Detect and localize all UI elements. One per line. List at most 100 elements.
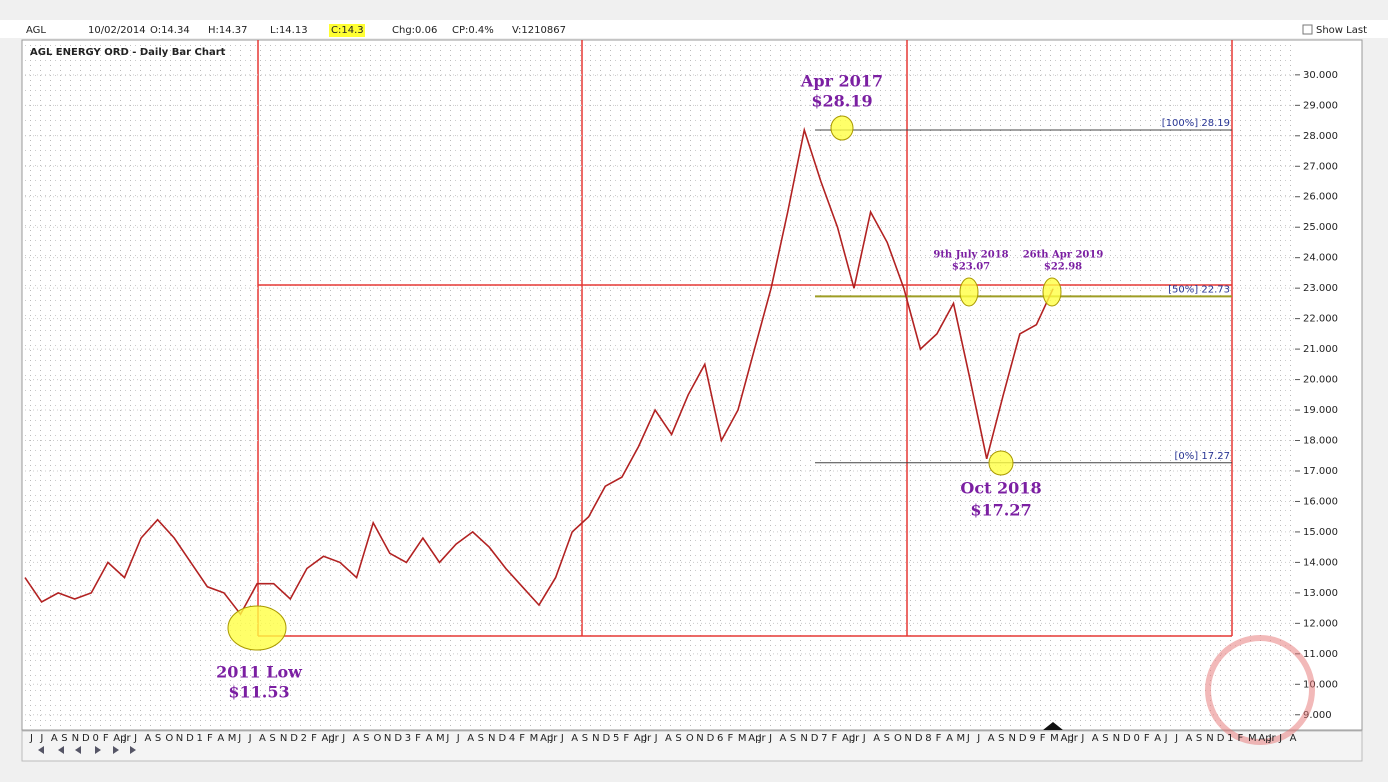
annotation: 26th Apr 2019 xyxy=(1023,250,1104,261)
y-tick-label: 26.000 xyxy=(1303,192,1338,203)
x-tick-label: J xyxy=(331,733,335,744)
red-frame xyxy=(257,40,1233,637)
x-tick-label: J xyxy=(456,733,460,744)
high: H:14.37 xyxy=(208,25,248,36)
x-tick-label: A xyxy=(217,733,224,744)
x-tick-label: D xyxy=(603,733,611,744)
x-tick-label: S xyxy=(478,733,484,744)
x-tick-label: F xyxy=(832,733,838,744)
x-tick-label: D xyxy=(1123,733,1131,744)
x-tick-label: Apr xyxy=(748,733,766,744)
show-last-checkbox[interactable] xyxy=(1302,24,1313,35)
x-tick-label: F xyxy=(623,733,629,744)
x-tick-label: 1 xyxy=(1227,733,1233,744)
x-tick-label: N xyxy=(696,733,703,744)
x-tick-label: J xyxy=(1268,733,1272,744)
annotation: 2011 Low xyxy=(216,663,303,682)
x-tick-label: N xyxy=(800,733,807,744)
x-tick-label: S xyxy=(363,733,369,744)
x-tick-label: N xyxy=(1206,733,1213,744)
chart-title: AGL ENERGY ORD - Daily Bar Chart xyxy=(30,47,226,58)
x-tick-label: Apr xyxy=(113,733,131,744)
x-tick-label: Apr xyxy=(1258,733,1276,744)
x-tick-label: N xyxy=(488,733,495,744)
x-tick-label: J xyxy=(39,733,43,744)
y-tick-label: 18.000 xyxy=(1303,436,1338,447)
annotation: Apr 2017 xyxy=(800,72,883,91)
x-tick-label: J xyxy=(1080,733,1084,744)
change: Chg:0.06 xyxy=(392,25,437,36)
x-tick-label: F xyxy=(519,733,525,744)
x-tick-label: A xyxy=(873,733,880,744)
nav-buttons[interactable] xyxy=(38,722,1063,754)
x-tick-label: 0 xyxy=(92,733,98,744)
x-tick-label: A xyxy=(259,733,266,744)
volume: V:1210867 xyxy=(512,25,566,36)
x-tick-label: A xyxy=(353,733,360,744)
x-tick-label: J xyxy=(851,733,855,744)
x-tick-label: M xyxy=(228,733,237,744)
x-tick-label: J xyxy=(1174,733,1178,744)
fib-label: [50%] 22.73 xyxy=(1168,284,1230,295)
x-tick-label: D xyxy=(498,733,506,744)
y-tick-label: 30.000 xyxy=(1303,70,1338,81)
x-tick-label: F xyxy=(1040,733,1046,744)
x-tick-label: N xyxy=(72,733,79,744)
x-tick-label: A xyxy=(780,733,787,744)
y-tick-label: 13.000 xyxy=(1303,588,1338,599)
x-tick-label: O xyxy=(894,733,902,744)
x-tick-label: A xyxy=(467,733,474,744)
y-tick-label: 11.000 xyxy=(1303,649,1338,660)
x-tick-label: D xyxy=(915,733,923,744)
y-tick-label: 24.000 xyxy=(1303,253,1338,264)
x-tick-label: A xyxy=(571,733,578,744)
change-pct: CP:0.4% xyxy=(452,25,494,36)
annotation: $11.53 xyxy=(228,683,289,702)
x-tick-label: O xyxy=(374,733,382,744)
x-tick-label: 1 xyxy=(197,733,203,744)
x-tick-label: J xyxy=(248,733,252,744)
dot-grid xyxy=(25,42,1295,728)
show-last[interactable]: Show Last xyxy=(1316,25,1367,36)
x-tick-label: N xyxy=(1009,733,1016,744)
date: 10/02/2014 xyxy=(88,25,146,36)
plot: 9.000 10.000 11.000 12.000 13.000 14.000 15.00… xyxy=(24,70,1338,721)
x-tick-label: F xyxy=(207,733,213,744)
y-tick-label: 10.000 xyxy=(1303,679,1338,690)
x-tick-label: N xyxy=(280,733,287,744)
y-tick-label: 9.000 xyxy=(1303,710,1332,721)
x-tick-label: J xyxy=(643,733,647,744)
y-tick-label: 19.000 xyxy=(1303,405,1338,416)
x-tick-label: N xyxy=(592,733,599,744)
fib-label: [0%] 17.27 xyxy=(1175,451,1230,462)
x-tick-label: A xyxy=(145,733,152,744)
x-tick-label: D xyxy=(186,733,194,744)
x-tick-label: F xyxy=(311,733,317,744)
x-tick-label: 9 xyxy=(1029,733,1035,744)
x-tick-label: Apr xyxy=(634,733,652,744)
x-tick-label: 6 xyxy=(717,733,723,744)
low: L:14.13 xyxy=(270,25,308,36)
x-axis-bar xyxy=(21,730,1363,762)
y-tick-label: 15.000 xyxy=(1303,527,1338,538)
x-tick-label: J xyxy=(123,733,127,744)
x-tick-label: D xyxy=(290,733,298,744)
x-tick-label: F xyxy=(415,733,421,744)
x-tick-label: F xyxy=(936,733,942,744)
x-tick-label: J xyxy=(1070,733,1074,744)
watermark xyxy=(1205,635,1315,745)
x-tick-label: Apr xyxy=(321,733,339,744)
x-tick-label: 8 xyxy=(925,733,931,744)
x-tick-label: J xyxy=(560,733,564,744)
x-tick-label: Apr xyxy=(842,733,860,744)
x-tick-label: A xyxy=(988,733,995,744)
close: C:14.3 xyxy=(331,25,364,36)
y-tick-label: 28.000 xyxy=(1303,131,1338,142)
x-tick-label: 2 xyxy=(301,733,307,744)
x-tick-label: A xyxy=(665,733,672,744)
annotation: $28.19 xyxy=(811,92,872,111)
x-tick-label: S xyxy=(61,733,67,744)
x-tick-label: S xyxy=(269,733,275,744)
x-tick-label: J xyxy=(341,733,345,744)
x-tick-label: S xyxy=(998,733,1004,744)
